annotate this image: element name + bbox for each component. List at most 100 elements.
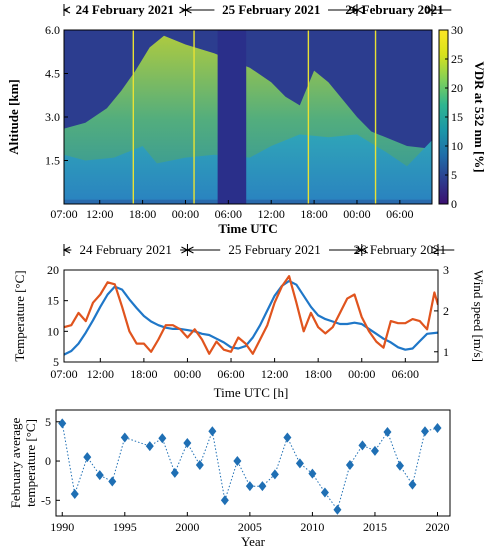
scatter-point — [420, 426, 429, 437]
date-header-middle: 24 February 2021 25 February 2021 26 Febru… — [62, 242, 455, 257]
wind-y-tick-label: 1 — [443, 345, 449, 359]
line-xlabel: Time UTC [h] — [214, 385, 289, 400]
scatter-point — [233, 456, 242, 467]
date-header-top: 24 February 2021 25 February 2021 26 Febru… — [62, 2, 452, 17]
temperature-y-tick-label: 20 — [47, 263, 59, 277]
scatter-dotted-line — [61, 423, 438, 511]
scatter-xlabel: Year — [241, 534, 266, 549]
scatter-point — [270, 469, 279, 480]
colorbar-tick-label: 20 — [451, 81, 463, 95]
date-header-label-1: 25 February 2021 — [228, 242, 320, 257]
heatmap-y-tick-label: 6.0 — [45, 23, 60, 37]
no-data-band — [217, 30, 247, 204]
scatter-point — [258, 481, 267, 492]
scatter-y-tick-label: 0 — [45, 454, 51, 468]
temperature-y-tick-label: 5 — [53, 355, 59, 369]
heatmap-ylabel: Altitude [km] — [6, 79, 21, 154]
boundary-layer — [64, 134, 432, 204]
heatmap-area — [64, 30, 432, 204]
scatter-x-tick-label: 2015 — [363, 520, 387, 534]
scatter-x-tick-label: 2000 — [175, 520, 199, 534]
colorbar-tick-label: 25 — [451, 52, 463, 66]
heatmap-y-tick-label: 1.5 — [45, 154, 60, 168]
scatter-panel: 1990 1995 2000 2005 2010 2015 2020 -5 0 5 Februar… — [8, 409, 451, 549]
scatter-point — [83, 452, 92, 463]
scatter-point — [283, 432, 292, 443]
scatter-x-tick-label: 2010 — [300, 520, 324, 534]
heatmap-y-tick-label: 3.0 — [45, 110, 60, 124]
scatter-y-tick-label: -5 — [41, 493, 51, 507]
ground-strip — [64, 199, 432, 204]
colorbar-tick-label: 5 — [451, 168, 457, 182]
line-x-tick-label: 12:00 — [87, 367, 114, 381]
wind-y-tick-label: 2 — [443, 304, 449, 318]
scatter-point — [158, 433, 167, 444]
heatmap-xlabel: Time UTC — [218, 221, 277, 236]
heatmap-x-tick-label: 06:00 — [386, 207, 413, 221]
scatter-point — [345, 459, 354, 470]
heatmap-y-tick-label: 4.5 — [45, 67, 60, 81]
scatter-x-tick-label: 2005 — [238, 520, 262, 534]
colorbar-label: VDR at 532 nm [%] — [472, 61, 487, 172]
scatter-point — [295, 458, 304, 469]
date-header-label-2: 26 February 2021 — [345, 2, 443, 17]
line-x-tick-label: 12:00 — [261, 367, 288, 381]
line-x-tick-label: 00:00 — [174, 367, 201, 381]
colorbar-tick-label: 10 — [451, 139, 463, 153]
scatter-point — [320, 487, 329, 498]
heatmap-panel: 24 February 2021 25 February 2021 26 Febru… — [6, 2, 487, 236]
scatter-y-tick-label: 5 — [45, 415, 51, 429]
scatter-point — [183, 437, 192, 448]
scatter-point — [395, 460, 404, 471]
scatter-point — [370, 445, 379, 456]
scatter-x-tick-label: 1995 — [113, 520, 137, 534]
line-x-tick-label: 06:00 — [392, 367, 419, 381]
wind-y-tick-label: 3 — [443, 263, 449, 277]
scatter-x-tick-label: 2020 — [425, 520, 449, 534]
wind-speed-series-line — [64, 275, 438, 355]
line-panel: 24 February 2021 25 February 2021 26 Febru… — [12, 242, 486, 400]
scatter-ylabel: February average temperature [°C] — [8, 417, 38, 508]
heatmap-x-tick-label: 00:00 — [343, 207, 370, 221]
scatter-ylabel-line2: temperature [°C] — [23, 419, 38, 507]
line-x-tick-label: 18:00 — [305, 367, 332, 381]
colorbar-gradient — [439, 30, 448, 204]
temperature-axis-label: Temperature [°C] — [12, 270, 27, 361]
scatter-point — [208, 426, 217, 437]
heatmap-x-tick-label: 12:00 — [86, 207, 113, 221]
colorbar-tick-label: 15 — [451, 110, 463, 124]
colorbar: 0 5 10 15 20 25 30 VDR at 532 nm [%] — [438, 23, 487, 211]
line-x-tick-label: 00:00 — [348, 367, 375, 381]
scatter-frame — [55, 409, 451, 517]
scatter-point — [245, 481, 254, 492]
scatter-point — [145, 441, 154, 452]
heatmap-x-tick-label: 18:00 — [300, 207, 327, 221]
scatter-point — [308, 468, 317, 479]
heatmap-x-tick-label: 12:00 — [258, 207, 285, 221]
date-header-label-0: 24 February 2021 — [76, 2, 174, 17]
scatter-point — [433, 423, 442, 434]
scatter-point — [195, 459, 204, 470]
colorbar-tick-label: 0 — [451, 197, 457, 211]
date-header-label-2: 26 February 2021 — [354, 242, 446, 257]
scatter-point — [408, 479, 417, 490]
scatter-x-tick-label: 1990 — [50, 520, 74, 534]
line-x-tick-label: 07:00 — [50, 367, 77, 381]
date-header-label-0: 24 February 2021 — [80, 242, 172, 257]
heatmap-x-tick-label: 06:00 — [215, 207, 242, 221]
scatter-point — [95, 470, 104, 481]
heatmap-x-tick-label: 18:00 — [129, 207, 156, 221]
heatmap-x-tick-label: 00:00 — [172, 207, 199, 221]
temperature-y-tick-label: 10 — [47, 324, 59, 338]
temperature-series-line — [64, 279, 438, 356]
line-frame — [63, 269, 439, 363]
colorbar-tick-label: 30 — [451, 23, 463, 37]
line-x-tick-label: 06:00 — [217, 367, 244, 381]
scatter-point — [170, 467, 179, 478]
wind-axis-label: Wind speed [m/s] — [471, 270, 486, 362]
scatter-point — [70, 489, 79, 500]
heatmap-x-tick-label: 07:00 — [50, 207, 77, 221]
scatter-point — [220, 495, 229, 506]
scatter-point — [108, 476, 117, 487]
